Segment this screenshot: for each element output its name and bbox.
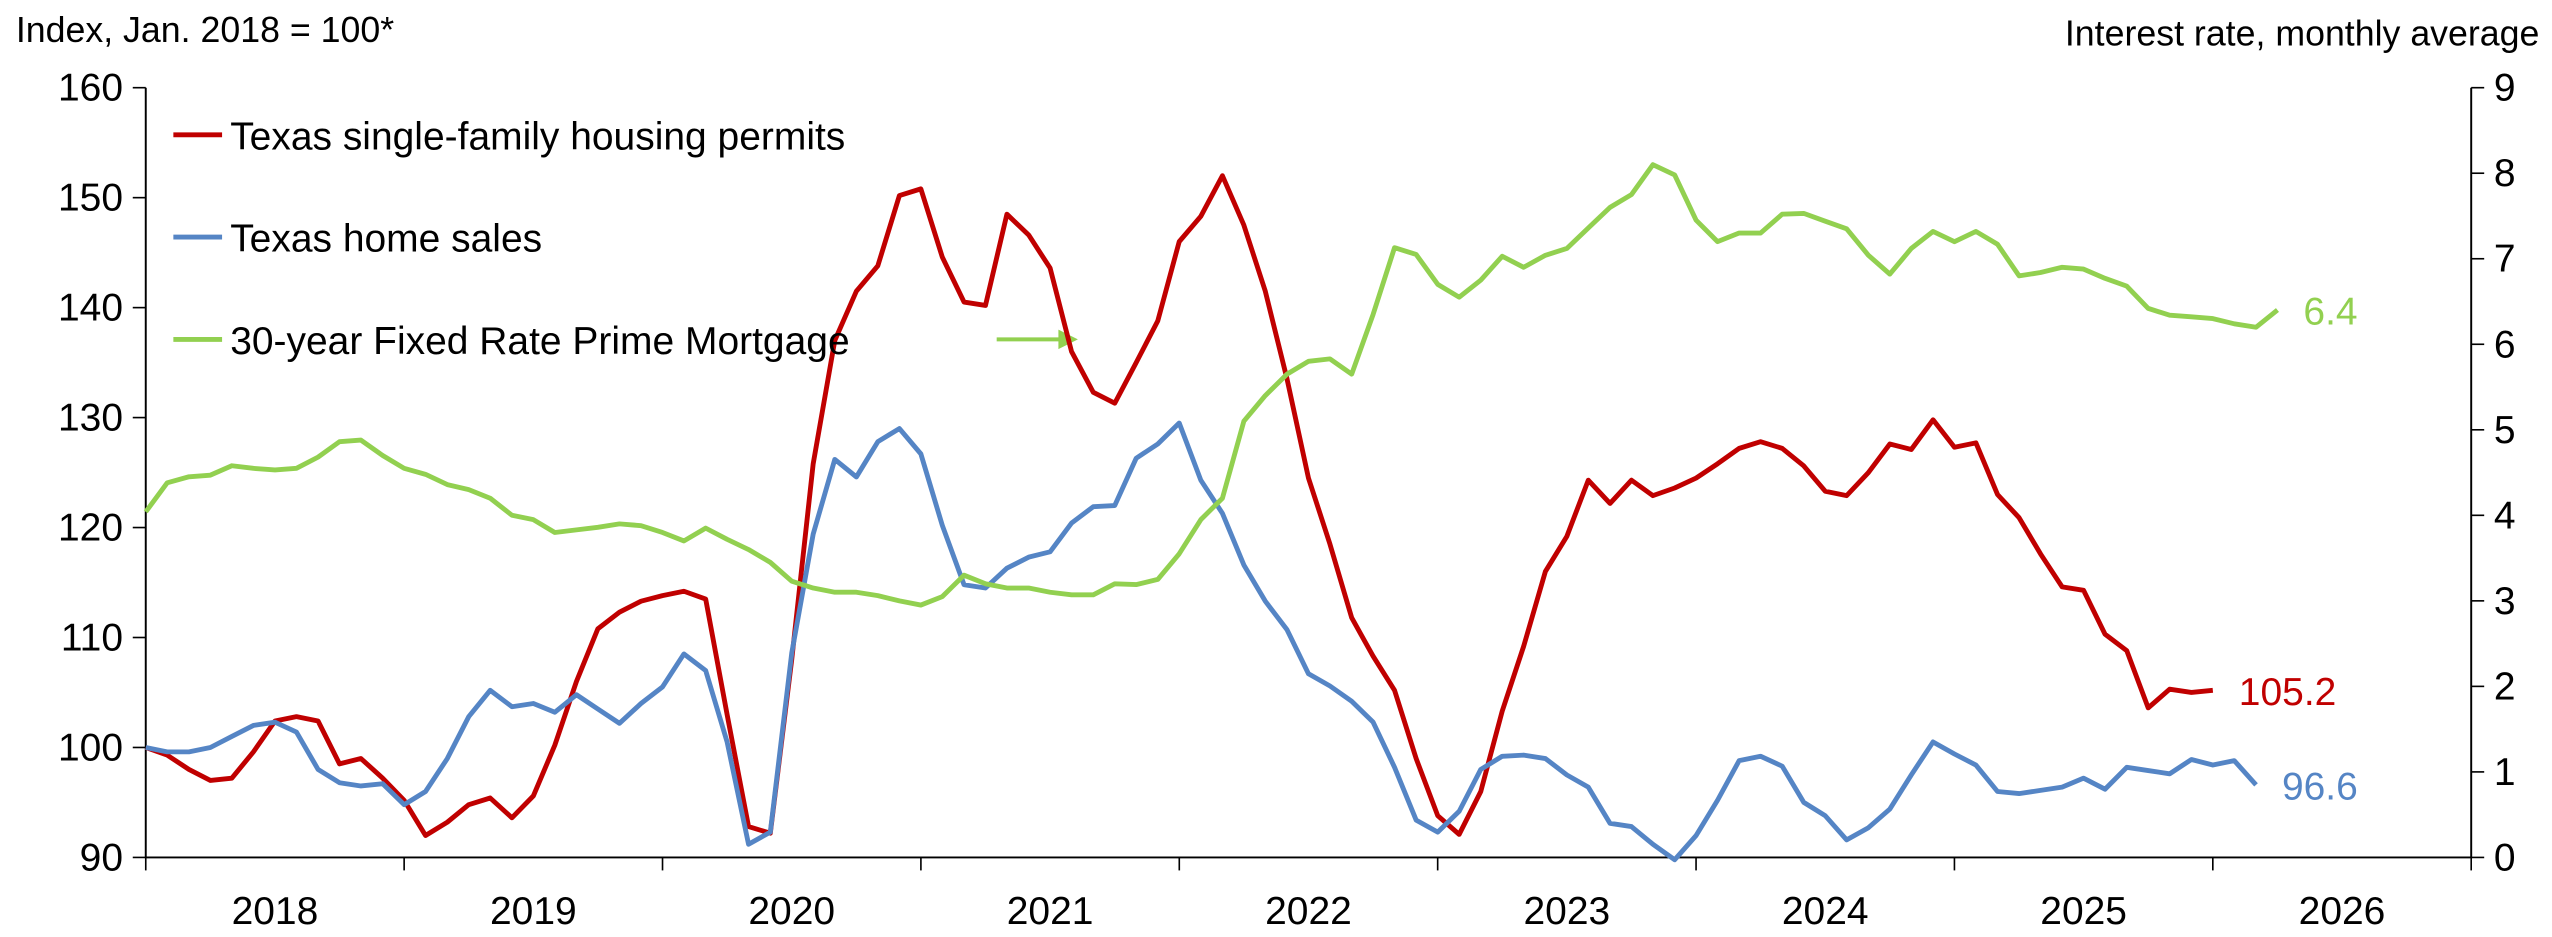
end-label: 105.2 [2239,671,2337,714]
y2-tick-label: 8 [2494,152,2516,195]
series-line [144,173,2214,838]
x-tick-label: 2019 [490,890,577,933]
x-tick-label: 2026 [2299,890,2386,933]
axes [144,87,2473,859]
y2-tick-label: 2 [2494,665,2516,708]
legend-label: Texas home sales [230,218,542,261]
y2-tick-label: 0 [2494,836,2516,879]
y2-tick-label: 6 [2494,323,2516,366]
x-tick-label: 2021 [1007,890,1094,933]
y-tick-label: 160 [58,67,123,110]
x-tick-label: 2020 [748,890,835,933]
y-tick-label: 120 [58,507,123,550]
y-tick-label: 150 [58,177,123,220]
x-tick-label: 2018 [232,890,319,933]
legend-label: 30-year Fixed Rate Prime Mortgage [230,320,849,363]
legend-label: Texas single-family housing permits [230,115,845,158]
y2-tick-label: 4 [2494,494,2516,537]
end-label: 6.4 [2303,291,2357,334]
x-tick-label: 2025 [2040,890,2127,933]
x-tick-label: 2024 [1782,890,1869,933]
y-tick-label: 90 [80,836,123,879]
x-tick-label: 2022 [1265,890,1352,933]
x-tick-label: 2023 [1524,890,1611,933]
y2-tick-label: 9 [2494,67,2516,110]
y2-tick-label: 7 [2494,238,2516,281]
y-tick-label: 130 [58,397,123,440]
y2-tick-label: 5 [2494,409,2516,452]
y2-tick-label: 1 [2494,751,2516,794]
y-tick-label: 100 [58,726,123,769]
y-tick-label: 140 [58,287,123,330]
end-label: 96.6 [2282,765,2358,808]
y-axis-title: Index, Jan. 2018 = 100* [16,10,394,50]
y2-tick-label: 3 [2494,580,2516,623]
y-tick-label: 110 [61,616,123,659]
series-line [143,162,2279,608]
series-line [145,420,2258,863]
y2-axis-title: Interest rate, monthly average [2065,13,2540,53]
